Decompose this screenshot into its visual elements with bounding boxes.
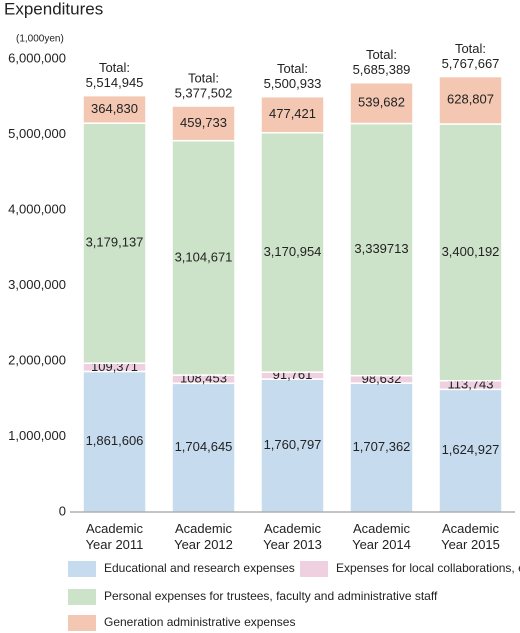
legend-swatch [68, 589, 96, 605]
total-prefix: Total: [277, 61, 308, 76]
value-label: 3,104,671 [175, 249, 233, 264]
value-label: 1,704,645 [175, 439, 233, 454]
value-label: 1,760,797 [264, 437, 322, 452]
value-label: 3,400,192 [442, 244, 500, 259]
x-tick-label: Academic Year 2015 [441, 521, 500, 552]
bar-segment [349, 82, 414, 125]
value-label: 1,707,362 [353, 439, 411, 454]
bar-segment [82, 94, 147, 124]
legend-label: Expenses for local collaborations, etc. [336, 561, 520, 575]
legend-swatch [68, 615, 96, 631]
bar-segment [349, 122, 414, 377]
total-label: 5,377,502 [175, 85, 233, 100]
total-prefix: Total: [188, 70, 219, 85]
value-label: 1,861,606 [86, 433, 144, 448]
y-tick-label: 3,000,000 [8, 277, 66, 292]
value-label: 3,339713 [354, 241, 408, 256]
value-label: 628,807 [447, 92, 494, 107]
total-label: 5,514,945 [86, 75, 144, 90]
bar-segment [260, 378, 325, 513]
bar-segment [82, 122, 147, 364]
y-tick-label: 2,000,000 [8, 352, 66, 367]
y-unit: (1,000yen) [16, 34, 64, 45]
value-label: 364,830 [91, 101, 138, 116]
bar-segment [260, 95, 325, 134]
bar-segment [171, 139, 236, 376]
y-tick-label: 0 [59, 503, 66, 518]
x-tick-label: Academic Year 2011 [85, 521, 144, 552]
y-tick-label: 6,000,000 [8, 50, 66, 65]
value-label: 477,421 [269, 106, 316, 121]
legend-label: Generation administrative expenses [104, 615, 295, 629]
bar-segment [171, 105, 236, 142]
bar-segment [438, 75, 503, 125]
value-label: 1,624,927 [442, 442, 500, 457]
total-label: 5,767,667 [442, 56, 500, 71]
y-tick-label: 4,000,000 [8, 201, 66, 216]
legend-swatch [300, 561, 328, 577]
y-tick-label: 1,000,000 [8, 428, 66, 443]
x-tick-label: Academic Year 2014 [352, 521, 411, 552]
value-label: 459,733 [180, 115, 227, 130]
x-tick-label: Academic Year 2012 [174, 521, 233, 552]
y-tick-label: 5,000,000 [8, 126, 66, 141]
legend-swatch [68, 561, 96, 577]
total-label: 5,500,933 [264, 76, 322, 91]
bar-segment [260, 131, 325, 373]
legend-label: Educational and research expenses [104, 561, 295, 575]
bar-segment [349, 382, 414, 513]
total-prefix: Total: [99, 60, 130, 75]
total-label: 5,685,389 [353, 62, 411, 77]
total-prefix: Total: [455, 41, 486, 56]
value-label: 3,170,954 [264, 244, 322, 259]
legend-label: Personal expenses for trustees, faculty … [104, 589, 438, 603]
chart-title: Expenditures [4, 0, 103, 18]
value-label: 3,179,137 [86, 235, 144, 250]
bar-segment [438, 123, 503, 382]
value-label: 539,682 [358, 95, 405, 110]
x-tick-label: Academic Year 2013 [263, 521, 322, 552]
total-prefix: Total: [366, 47, 397, 62]
